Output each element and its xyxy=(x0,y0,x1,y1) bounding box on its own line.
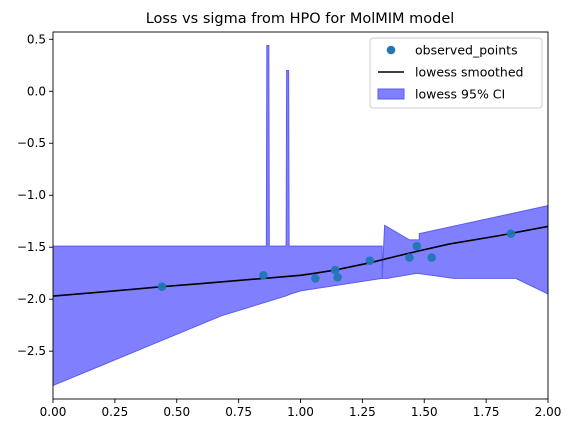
legend-label: lowess smoothed xyxy=(415,65,523,80)
data-point xyxy=(427,253,436,262)
x-tick-label: 1.00 xyxy=(287,405,314,419)
x-tick-label: 0.00 xyxy=(40,405,67,419)
legend-label: observed_points xyxy=(415,43,518,58)
x-tick-label: 0.75 xyxy=(225,405,252,419)
x-tick-label: 2.00 xyxy=(535,405,562,419)
data-point xyxy=(507,229,516,238)
data-point xyxy=(366,256,375,265)
y-tick-label: −2.0 xyxy=(17,292,46,306)
x-tick-label: 0.25 xyxy=(102,405,129,419)
data-point xyxy=(405,253,414,262)
y-tick-label: 0.5 xyxy=(27,32,46,46)
data-point xyxy=(333,273,342,282)
x-tick-label: 1.50 xyxy=(411,405,438,419)
x-tick-label: 1.75 xyxy=(473,405,500,419)
x-tick-label: 1.25 xyxy=(349,405,376,419)
x-tick-label: 0.50 xyxy=(163,405,190,419)
y-tick-label: −1.0 xyxy=(17,188,46,202)
legend-marker-points xyxy=(387,46,396,55)
data-point xyxy=(259,271,268,280)
data-point xyxy=(413,242,422,251)
y-tick-label: 0.0 xyxy=(27,84,46,98)
y-tick-label: −0.5 xyxy=(17,136,46,150)
data-point xyxy=(331,266,340,275)
legend-marker-band xyxy=(378,89,404,99)
data-point xyxy=(311,274,320,283)
y-tick-label: −2.5 xyxy=(17,344,46,358)
legend-label: lowess 95% CI xyxy=(415,87,505,102)
chart-title: Loss vs sigma from HPO for MolMIM model xyxy=(146,11,455,27)
data-point xyxy=(158,282,167,291)
y-tick-label: −1.5 xyxy=(17,240,46,254)
